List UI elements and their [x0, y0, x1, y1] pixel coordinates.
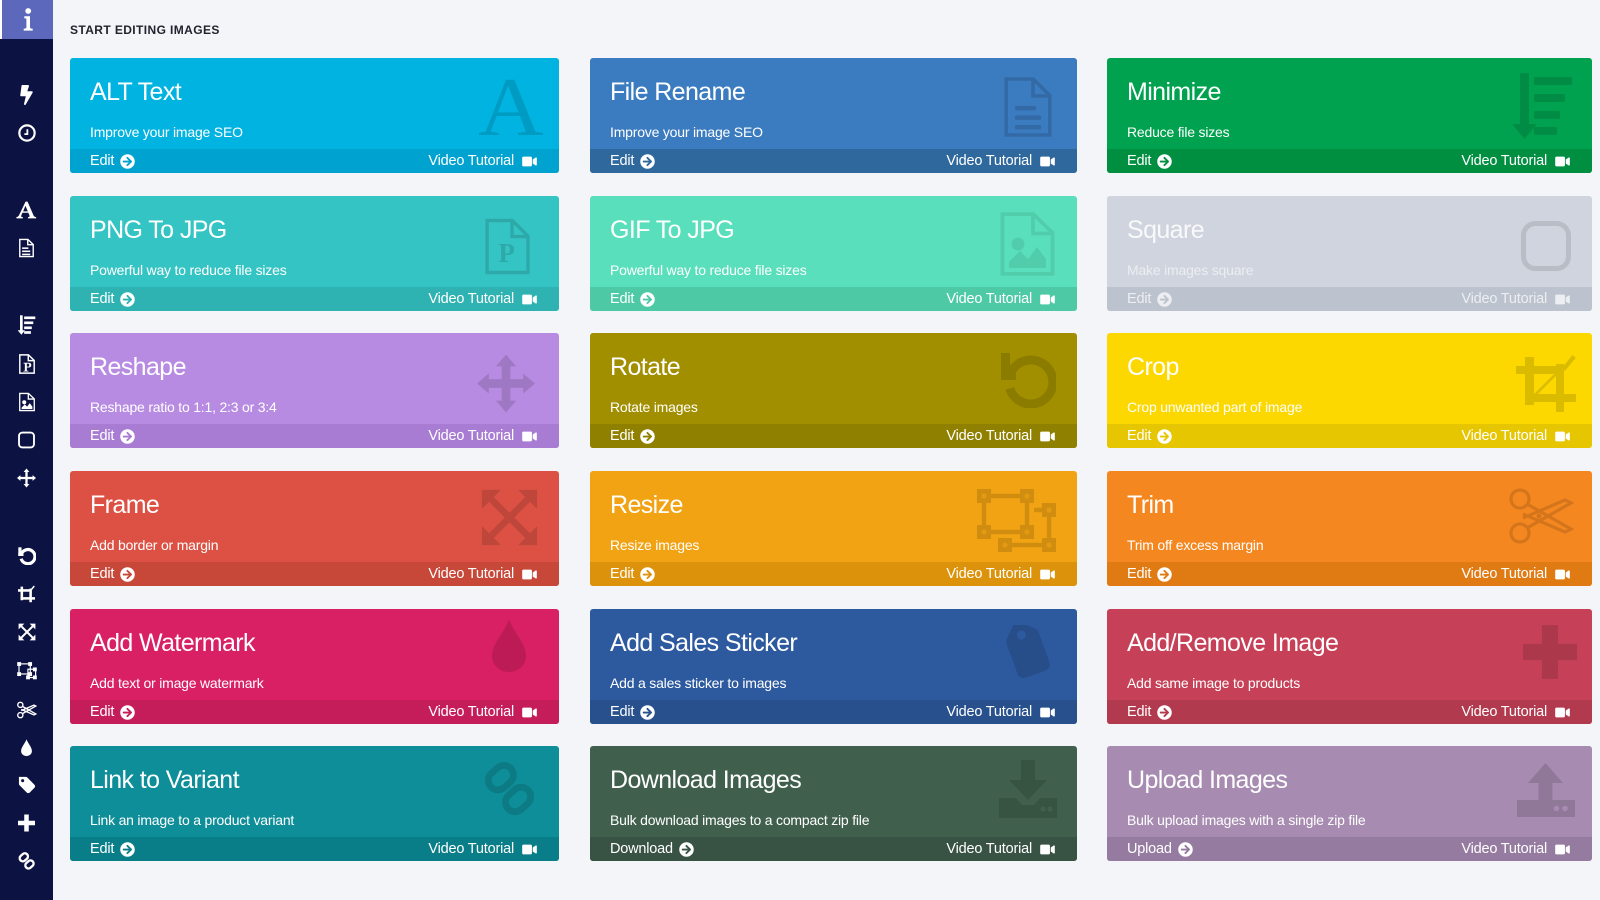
svg-text:P: P	[498, 238, 514, 268]
